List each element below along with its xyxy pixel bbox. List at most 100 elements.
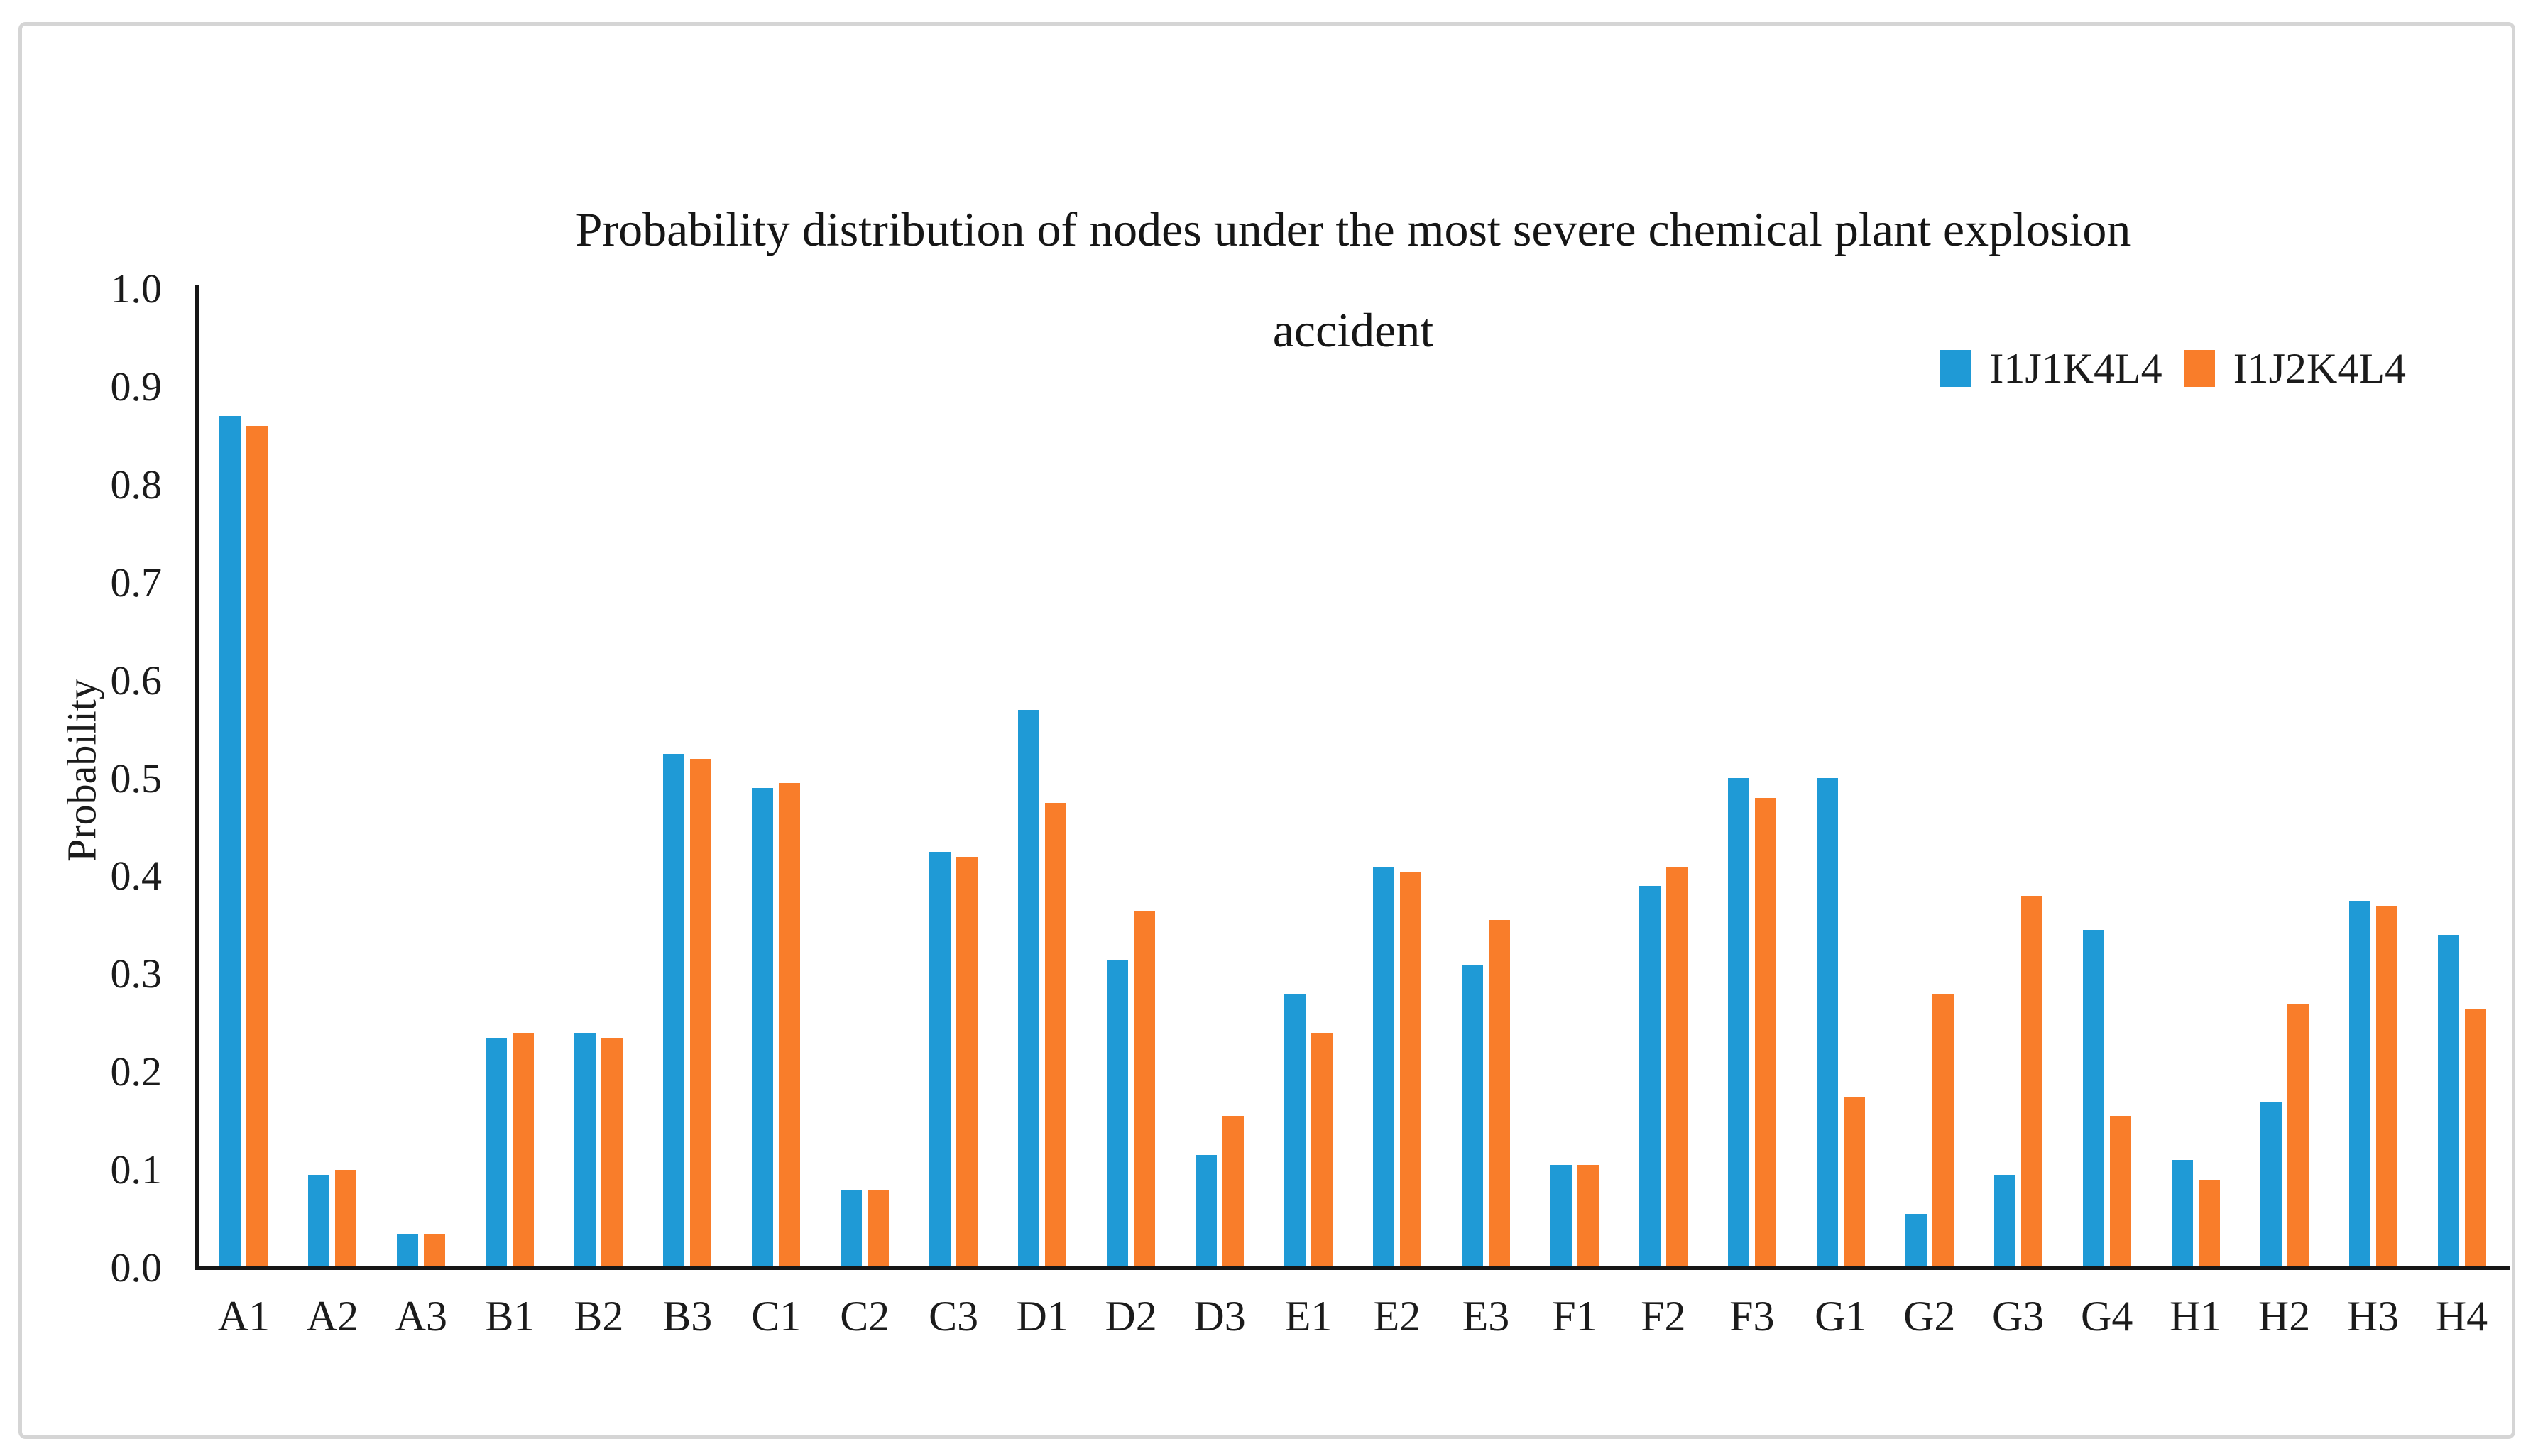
bar-E1-I1J1K4L4 <box>1284 994 1306 1268</box>
legend-label: I1J1K4L4 <box>1989 345 2162 392</box>
y-tick-label: 0.3 <box>110 951 163 997</box>
bar-A3-I1J1K4L4 <box>397 1234 419 1268</box>
y-tick-label: 0.9 <box>110 363 163 410</box>
bar-E3-I1J2K4L4 <box>1488 920 1510 1268</box>
x-category-label: A3 <box>395 1293 448 1340</box>
bar-H4-I1J2K4L4 <box>2464 1009 2486 1268</box>
bar-E2-I1J2K4L4 <box>1399 872 1421 1268</box>
chart-title: Probability distribution of nodes under … <box>199 179 2507 381</box>
bar-E2-I1J1K4L4 <box>1372 867 1394 1268</box>
y-tick-label: 0.2 <box>110 1049 163 1095</box>
x-category-label: A1 <box>217 1293 270 1340</box>
bar-C3-I1J1K4L4 <box>929 852 951 1268</box>
x-category-label: D1 <box>1016 1293 1068 1340</box>
bar-C1-I1J1K4L4 <box>752 788 774 1268</box>
bar-G1-I1J1K4L4 <box>1816 778 1838 1268</box>
bar-A1-I1J2K4L4 <box>246 426 268 1268</box>
bar-H2-I1J1K4L4 <box>2260 1102 2282 1268</box>
bar-G4-I1J1K4L4 <box>2082 930 2104 1268</box>
y-tick-label: 0.5 <box>110 755 163 801</box>
x-category-label: D2 <box>1105 1293 1157 1340</box>
bar-D3-I1J1K4L4 <box>1196 1155 1218 1268</box>
bar-G4-I1J2K4L4 <box>2109 1116 2131 1268</box>
y-axis-line <box>195 285 199 1270</box>
x-category-label: F3 <box>1729 1293 1775 1340</box>
y-tick-label: 1.0 <box>110 266 163 312</box>
x-category-label: F2 <box>1641 1293 1686 1340</box>
y-tick-label: 0.4 <box>110 853 163 899</box>
bar-E1-I1J2K4L4 <box>1311 1033 1333 1268</box>
x-category-label: B2 <box>574 1293 624 1340</box>
bar-H2-I1J2K4L4 <box>2287 1004 2309 1268</box>
bar-D2-I1J1K4L4 <box>1107 960 1129 1268</box>
legend-item-I1J1K4L4: I1J1K4L4 <box>1940 346 2162 390</box>
x-category-label: H4 <box>2435 1293 2488 1340</box>
bar-G1-I1J2K4L4 <box>1843 1097 1865 1268</box>
x-category-label: H2 <box>2258 1293 2311 1340</box>
bar-H1-I1J1K4L4 <box>2171 1160 2193 1268</box>
x-category-label: B3 <box>662 1293 713 1340</box>
bar-E3-I1J1K4L4 <box>1461 965 1483 1268</box>
legend-item-I1J2K4L4: I1J2K4L4 <box>2183 345 2406 392</box>
x-category-label: G2 <box>1903 1293 1956 1340</box>
bar-G3-I1J1K4L4 <box>1993 1175 2015 1268</box>
x-category-label: G4 <box>2081 1293 2133 1340</box>
bar-H3-I1J1K4L4 <box>2348 901 2370 1268</box>
bar-F3-I1J1K4L4 <box>1727 778 1749 1268</box>
x-category-label: D3 <box>1193 1293 1246 1340</box>
legend-swatch-I1J2K4L4 <box>2183 350 2215 387</box>
legend: I1J1K4L4 I1J2K4L4 <box>1940 346 2406 390</box>
bar-A1-I1J1K4L4 <box>219 416 241 1268</box>
x-category-label: A2 <box>306 1293 359 1340</box>
bar-C2-I1J2K4L4 <box>868 1190 890 1268</box>
bar-G2-I1J2K4L4 <box>1932 994 1954 1268</box>
bar-D1-I1J1K4L4 <box>1018 710 1040 1268</box>
bar-G3-I1J2K4L4 <box>2020 896 2042 1268</box>
x-category-label: C1 <box>751 1293 802 1340</box>
bar-H1-I1J2K4L4 <box>2198 1180 2220 1268</box>
legend-label: I1J2K4L4 <box>2233 345 2406 392</box>
x-category-label: F1 <box>1552 1293 1597 1340</box>
bar-B3-I1J1K4L4 <box>663 754 685 1268</box>
bar-A2-I1J1K4L4 <box>308 1175 330 1268</box>
bar-B1-I1J2K4L4 <box>513 1033 535 1268</box>
x-category-label: E2 <box>1373 1293 1421 1340</box>
bar-B2-I1J1K4L4 <box>574 1033 596 1268</box>
bar-G2-I1J1K4L4 <box>1905 1214 1927 1268</box>
bar-B2-I1J2K4L4 <box>601 1038 623 1268</box>
bar-C3-I1J2K4L4 <box>956 857 978 1268</box>
bar-B3-I1J2K4L4 <box>690 759 712 1268</box>
bar-F3-I1J2K4L4 <box>1754 798 1776 1268</box>
y-tick-label: 0.6 <box>110 657 163 704</box>
x-category-label: B1 <box>485 1293 535 1340</box>
bar-F2-I1J1K4L4 <box>1639 886 1661 1268</box>
bar-H3-I1J2K4L4 <box>2375 906 2397 1268</box>
chart-title-line-1: Probability distribution of nodes under … <box>575 202 2131 256</box>
x-category-label: H3 <box>2346 1293 2400 1340</box>
chart-title-line-2: accident <box>1272 303 1434 357</box>
x-axis-line <box>195 1266 2510 1270</box>
x-category-label: H1 <box>2169 1293 2222 1340</box>
bar-A3-I1J2K4L4 <box>424 1234 446 1268</box>
bar-F1-I1J1K4L4 <box>1550 1165 1572 1268</box>
legend-swatch-I1J1K4L4 <box>1940 350 1971 387</box>
y-tick-label: 0.1 <box>110 1146 163 1193</box>
bar-C2-I1J1K4L4 <box>841 1190 863 1268</box>
y-tick-label: 0.7 <box>110 559 163 606</box>
bar-C1-I1J2K4L4 <box>779 783 801 1268</box>
bar-D3-I1J2K4L4 <box>1222 1116 1245 1268</box>
bar-A2-I1J2K4L4 <box>335 1170 357 1268</box>
bar-F2-I1J2K4L4 <box>1665 867 1688 1268</box>
bar-H4-I1J1K4L4 <box>2437 935 2459 1268</box>
x-category-label: C3 <box>929 1293 979 1340</box>
bar-D1-I1J2K4L4 <box>1045 803 1067 1268</box>
bar-F1-I1J2K4L4 <box>1577 1165 1599 1268</box>
x-category-label: G3 <box>1992 1293 2045 1340</box>
bar-D2-I1J2K4L4 <box>1134 911 1156 1268</box>
x-category-label: E1 <box>1284 1293 1333 1340</box>
x-category-label: E3 <box>1462 1293 1510 1340</box>
y-tick-label: 0.8 <box>110 461 163 508</box>
x-category-label: G1 <box>1815 1293 1867 1340</box>
bar-B1-I1J1K4L4 <box>486 1038 508 1268</box>
